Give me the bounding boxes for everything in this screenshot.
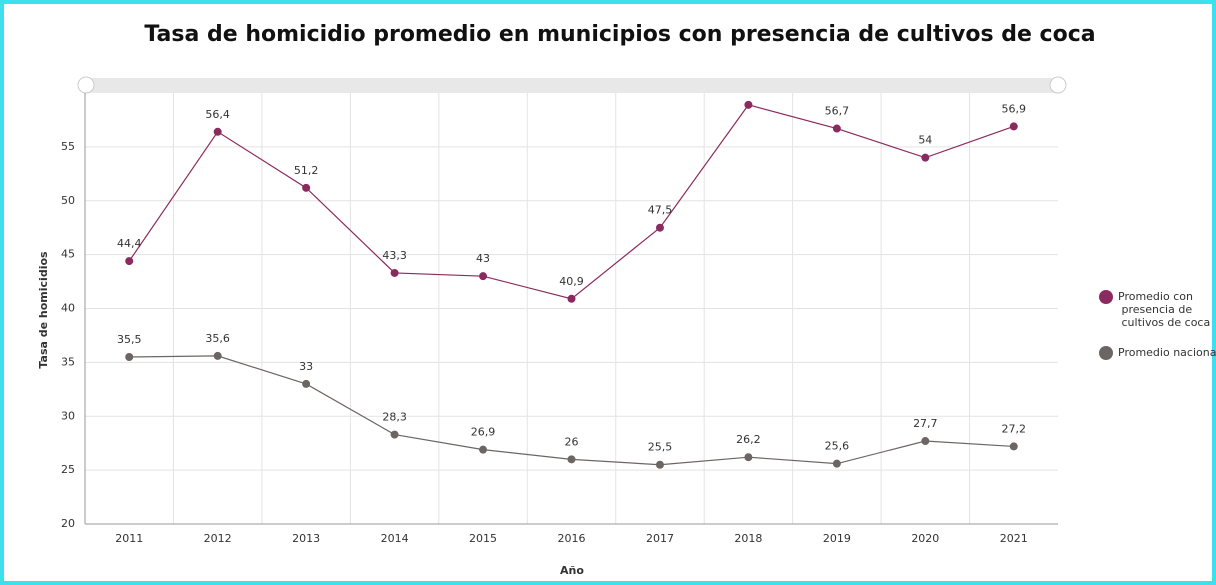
y-tick-label: 30 xyxy=(61,409,75,422)
data-point xyxy=(125,257,134,266)
data-label: 56,7 xyxy=(825,105,850,118)
x-tick-label: 2011 xyxy=(115,532,143,545)
data-label: 26 xyxy=(565,435,579,448)
data-label: 26,9 xyxy=(471,426,496,439)
data-label: 27,7 xyxy=(913,417,938,430)
y-tick-label: 45 xyxy=(61,248,75,261)
data-label: 51,2 xyxy=(294,164,319,177)
data-label: 35,5 xyxy=(117,333,142,346)
data-point xyxy=(302,183,311,192)
slider-handle[interactable] xyxy=(1049,76,1067,94)
x-axis-label: Año xyxy=(560,564,584,577)
legend-label: Promedio con presencia de cultivos de co… xyxy=(1118,290,1210,329)
data-point xyxy=(655,223,664,232)
data-point xyxy=(390,268,399,277)
data-label: 56,4 xyxy=(205,108,230,121)
data-point xyxy=(832,459,841,468)
data-label: 54 xyxy=(918,134,932,147)
y-tick-label: 35 xyxy=(61,355,75,368)
x-tick-label: 2013 xyxy=(292,532,320,545)
legend-marker xyxy=(1099,290,1113,304)
data-point xyxy=(479,445,488,454)
data-point xyxy=(479,272,488,281)
y-tick-label: 25 xyxy=(61,463,75,476)
data-point xyxy=(213,127,222,136)
data-point xyxy=(213,351,222,360)
data-point xyxy=(390,430,399,439)
y-axis-label: Tasa de homicidios xyxy=(37,251,50,369)
x-tick-label: 2017 xyxy=(646,532,674,545)
data-point xyxy=(921,437,930,446)
data-point xyxy=(125,352,134,361)
data-label: 28,3 xyxy=(382,411,407,424)
data-point xyxy=(1009,442,1018,451)
range-slider[interactable] xyxy=(84,78,1060,93)
data-label: 47,5 xyxy=(648,204,673,217)
x-tick-label: 2020 xyxy=(911,532,939,545)
data-point xyxy=(832,124,841,133)
data-point xyxy=(302,379,311,388)
data-point xyxy=(921,153,930,162)
data-point xyxy=(567,455,576,464)
data-label: 43 xyxy=(476,252,490,265)
legend-marker xyxy=(1099,346,1113,360)
data-point xyxy=(655,460,664,469)
y-tick-label: 50 xyxy=(61,194,75,207)
data-label: 44,4 xyxy=(117,237,142,250)
x-tick-label: 2018 xyxy=(734,532,762,545)
data-label: 33 xyxy=(299,360,313,373)
x-tick-label: 2012 xyxy=(204,532,232,545)
data-label: 25,6 xyxy=(825,440,850,453)
data-label: 27,2 xyxy=(1002,422,1027,435)
data-label: 56,9 xyxy=(1002,102,1027,115)
slider-handle[interactable] xyxy=(77,76,95,94)
data-label: 26,2 xyxy=(736,433,761,446)
x-tick-label: 2019 xyxy=(823,532,851,545)
x-tick-label: 2015 xyxy=(469,532,497,545)
y-tick-label: 40 xyxy=(61,302,75,315)
y-tick-label: 20 xyxy=(61,517,75,530)
data-point xyxy=(744,100,753,109)
y-tick-label: 55 xyxy=(61,140,75,153)
data-point xyxy=(567,294,576,303)
data-label: 43,3 xyxy=(382,249,407,262)
data-label: 35,6 xyxy=(205,332,230,345)
data-point xyxy=(1009,122,1018,131)
x-tick-label: 2016 xyxy=(558,532,586,545)
x-tick-label: 2021 xyxy=(1000,532,1028,545)
data-label: 25,5 xyxy=(648,441,673,454)
x-tick-label: 2014 xyxy=(381,532,409,545)
data-point xyxy=(744,453,753,462)
legend-label: Promedio nacional xyxy=(1118,346,1216,359)
chart-title: Tasa de homicidio promedio en municipios… xyxy=(144,22,1095,47)
data-label: 40,9 xyxy=(559,275,584,288)
